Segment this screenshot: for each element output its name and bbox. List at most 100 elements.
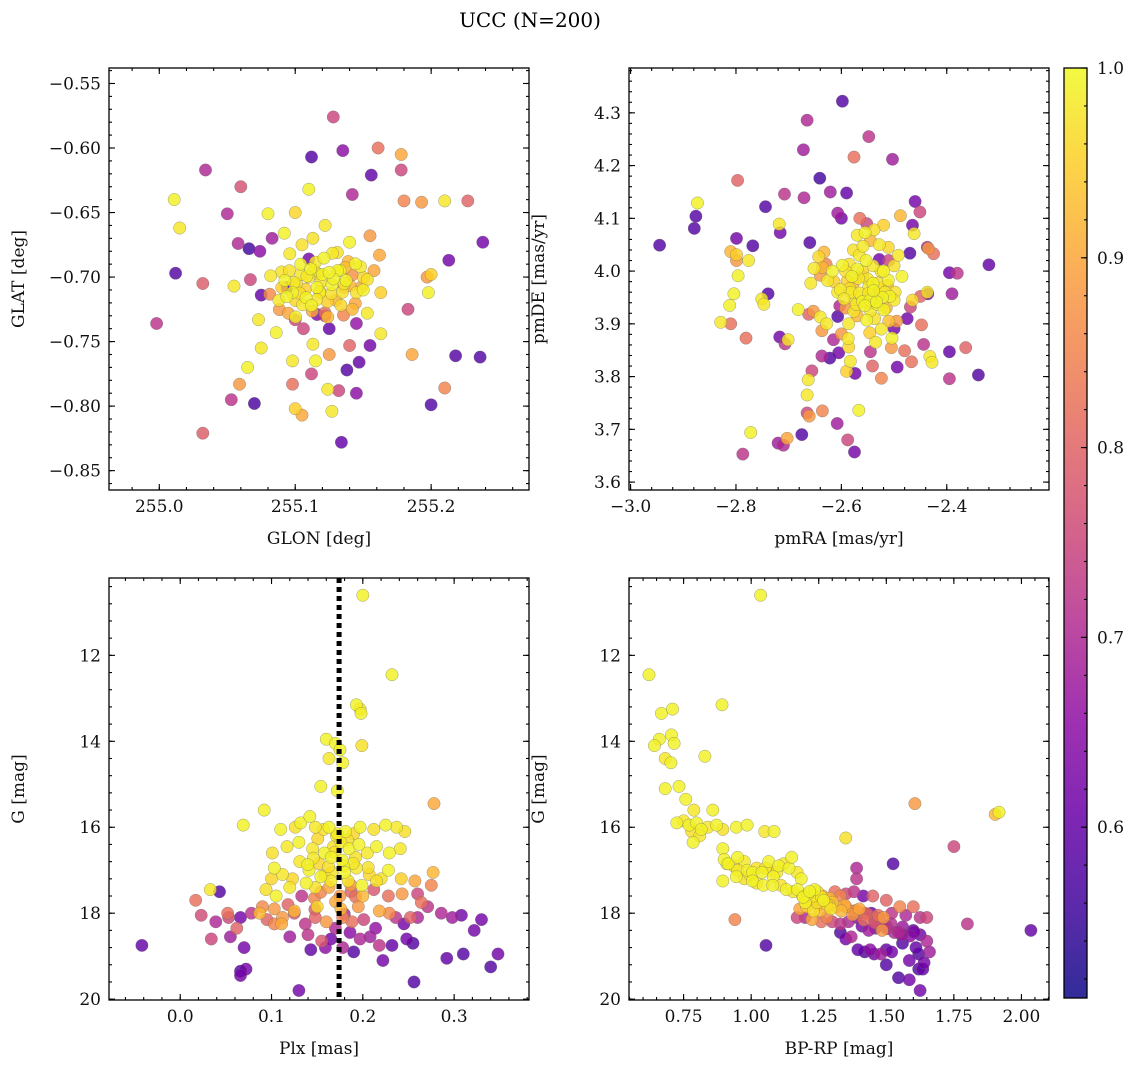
- data-point: [224, 393, 238, 407]
- data-point: [288, 402, 302, 416]
- data-point: [349, 386, 363, 400]
- data-point: [721, 857, 735, 871]
- data-point: [755, 865, 769, 879]
- data-point: [654, 706, 668, 720]
- data-point: [414, 896, 428, 909]
- panel-glon-glat: 255.0 255.1 255.2 −0.55 −0.60 −0.65 −0.70 −0.75…: [9, 67, 530, 549]
- data-point: [867, 284, 880, 298]
- x-tick-label: 0.3: [441, 1007, 468, 1027]
- y-tick-label: 12: [79, 646, 101, 666]
- x-tick-label: 0.0: [167, 1007, 194, 1027]
- data-point: [310, 280, 324, 294]
- figure-title: UCC (N=200): [459, 8, 601, 32]
- data-point: [730, 248, 743, 262]
- y-axis-label: G [mag]: [9, 754, 29, 823]
- data-point: [823, 185, 837, 199]
- data-point: [874, 322, 888, 336]
- data-point: [376, 954, 390, 967]
- data-point: [189, 893, 203, 907]
- data-point: [233, 377, 246, 391]
- data-point: [785, 850, 799, 864]
- y-axis-label: GLAT [deg]: [9, 230, 29, 328]
- data-point: [754, 588, 768, 602]
- y-tick-label: 3.6: [594, 473, 621, 493]
- data-point: [780, 431, 794, 445]
- data-point: [355, 739, 369, 753]
- data-point: [731, 850, 745, 864]
- data-point: [642, 668, 656, 682]
- data-point: [852, 403, 866, 417]
- data-point: [782, 861, 796, 875]
- data-point: [739, 331, 753, 345]
- data-point: [800, 113, 814, 127]
- data-point: [731, 269, 745, 283]
- data-point: [318, 218, 332, 232]
- data-point: [920, 285, 934, 299]
- data-point: [394, 163, 408, 177]
- data-point: [336, 144, 350, 158]
- data-point: [449, 349, 463, 363]
- data-point: [325, 404, 339, 418]
- y-tick-label: 18: [79, 904, 101, 924]
- data-point: [295, 889, 309, 903]
- data-point: [730, 231, 743, 245]
- data-point: [385, 668, 399, 682]
- data-point: [348, 257, 362, 271]
- data-point: [716, 874, 730, 888]
- data-point: [715, 698, 729, 712]
- data-point: [220, 207, 234, 221]
- data-point: [885, 331, 899, 345]
- x-tick-label: 1.50: [867, 1007, 905, 1027]
- x-tick-label: 255.1: [271, 497, 320, 517]
- data-point: [857, 913, 871, 927]
- data-point: [915, 318, 928, 332]
- data-point: [395, 887, 409, 901]
- data-point: [824, 902, 838, 916]
- data-point: [727, 287, 741, 301]
- data-point: [408, 874, 422, 888]
- data-point: [866, 889, 880, 903]
- data-point: [794, 872, 808, 886]
- data-point: [280, 840, 294, 854]
- data-point: [742, 254, 756, 267]
- data-point: [759, 200, 772, 214]
- x-tick-label: 0.1: [258, 1007, 285, 1027]
- data-point: [801, 373, 815, 387]
- data-point: [476, 235, 490, 249]
- data-point: [295, 238, 309, 252]
- data-point: [902, 973, 916, 987]
- data-point: [913, 984, 927, 997]
- data-point: [923, 945, 936, 959]
- data-point: [401, 302, 415, 316]
- data-point: [942, 372, 956, 386]
- data-point: [372, 904, 386, 918]
- data-point: [394, 872, 408, 886]
- x-axis-label: GLON [deg]: [267, 529, 371, 549]
- x-tick-label: 255.2: [407, 497, 456, 517]
- data-point: [196, 277, 210, 290]
- data-point: [252, 313, 265, 327]
- colorbar-tick-label: 1.0: [1097, 59, 1124, 79]
- data-point: [314, 870, 328, 884]
- data-point: [361, 861, 375, 874]
- data-point: [243, 273, 257, 287]
- data-point: [253, 906, 267, 920]
- data-point: [357, 913, 371, 927]
- data-point: [427, 797, 441, 811]
- data-point: [841, 332, 855, 346]
- data-point: [844, 930, 858, 944]
- x-tick-label: 255.0: [135, 497, 184, 517]
- colorbar: 0.6 0.7 0.8 0.9 1.0: [1063, 59, 1124, 999]
- data-point: [394, 148, 408, 161]
- y-tick-label: −0.80: [49, 397, 101, 417]
- data-point: [283, 880, 297, 894]
- data-point: [221, 906, 235, 920]
- data-point: [653, 238, 667, 252]
- data-point: [310, 900, 324, 914]
- data-point: [415, 195, 429, 209]
- data-point: [230, 921, 244, 935]
- data-point: [723, 298, 737, 312]
- data-point: [835, 258, 849, 272]
- data-point: [812, 250, 826, 264]
- data-point: [424, 878, 438, 892]
